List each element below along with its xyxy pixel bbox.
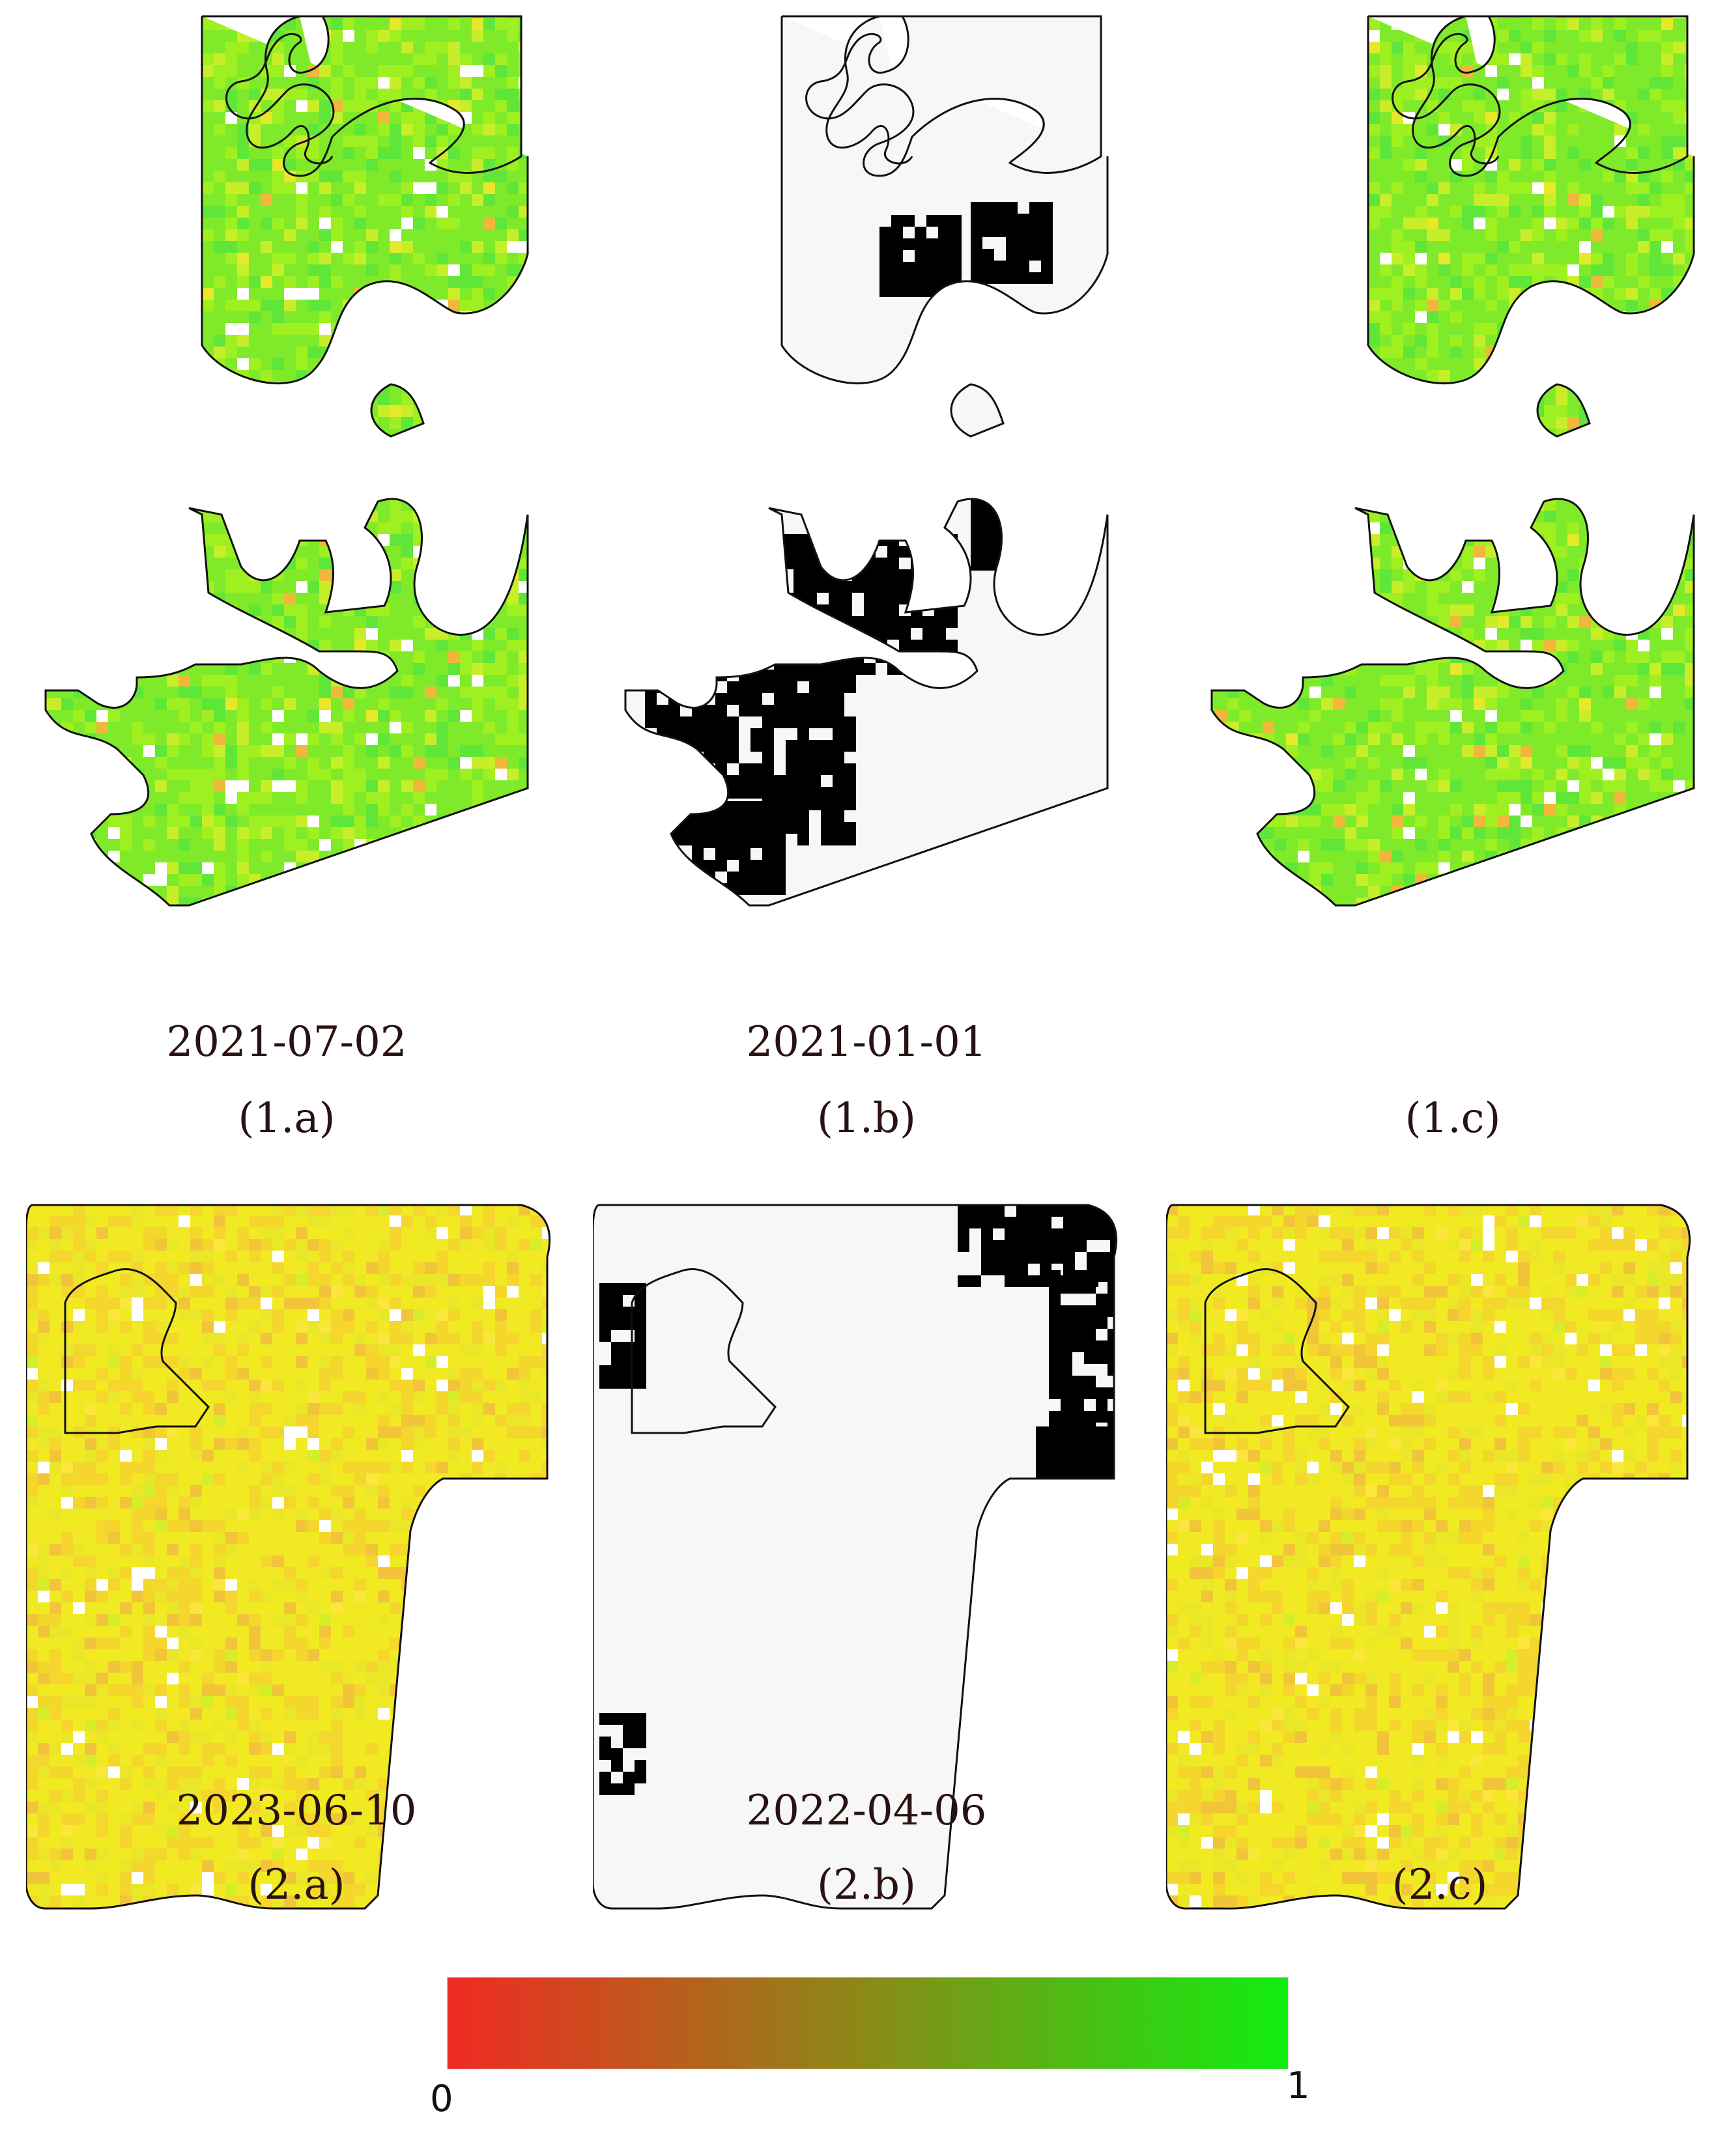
panel-label-2c: (2.c): [1392, 1861, 1488, 1909]
field-map-1c: [1192, 7, 1713, 971]
colorbar-max-label: 1: [1287, 2065, 1310, 2107]
cloud-mask-cells: [625, 16, 1107, 905]
panel-label-1c: (1.c): [1405, 1094, 1501, 1142]
panel-label-1a: (1.a): [238, 1094, 336, 1142]
date-label-2b: 2022-04-06: [746, 1787, 987, 1835]
vegetation-index-cells: [46, 16, 528, 905]
field-map-1c-svg: [1210, 15, 1695, 907]
field-boundary-outline: [1210, 15, 1695, 907]
panel-label-2b: (2.b): [817, 1861, 916, 1909]
field-map-2a-svg: [26, 1204, 551, 1910]
cloud-mask-2b-svg: [593, 1204, 1118, 1910]
field-map-2c-svg: [1166, 1204, 1691, 1910]
cloud-mask-1b: [606, 7, 1127, 971]
panel-label-2a: (2.a): [248, 1861, 345, 1909]
date-label-1a: 2021-07-02: [166, 1018, 407, 1066]
colorbar-min-label: 0: [430, 2078, 453, 2120]
vegetation-index-cells: [1212, 16, 1694, 905]
date-label-1b: 2021-01-01: [746, 1018, 987, 1066]
field-map-1a: [26, 7, 547, 971]
date-label-2a: 2023-06-10: [176, 1787, 417, 1835]
field-map-1a-svg: [44, 15, 529, 907]
cloud-mask-2b: [593, 1192, 1140, 2156]
field-map-2a: [26, 1192, 567, 2156]
cloud-mask-1b-svg: [624, 15, 1109, 907]
panel-label-1b: (1.b): [817, 1094, 916, 1142]
field-boundary-outline: [44, 15, 529, 907]
field-map-2c: [1166, 1192, 1713, 2156]
field-boundary-outline: [593, 1204, 1118, 1910]
field-boundary-outline: [26, 1204, 551, 1910]
field-boundary-outline: [1166, 1204, 1691, 1910]
vegetation-index-cells: [1166, 1205, 1690, 1908]
ndvi-colorbar: [447, 1977, 1289, 2069]
field-boundary-outline: [624, 15, 1109, 907]
